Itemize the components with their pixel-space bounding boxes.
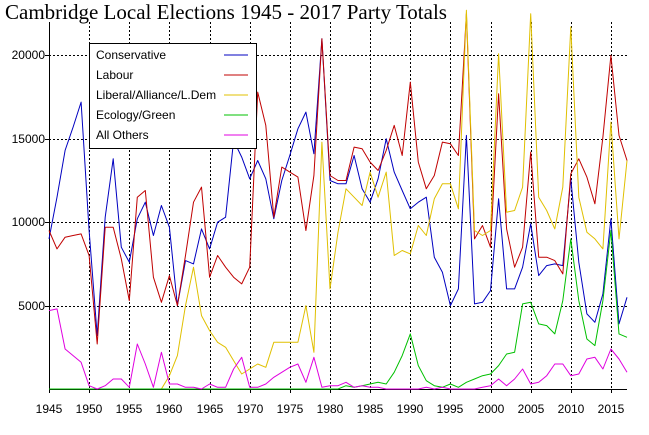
x-tick-label: 1995 [437, 402, 464, 416]
x-tick-label: 1980 [317, 402, 344, 416]
y-tick-label: 5000 [18, 299, 45, 313]
x-tick-label: 1970 [237, 402, 264, 416]
chart-title: Cambridge Local Elections 1945 - 2017 Pa… [5, 0, 447, 24]
series-line-conservative [48, 38, 628, 337]
y-tick-label: 15000 [12, 132, 46, 146]
axes: 1945 1950 1955 1960 1965 1970 1975 1980 1985 1990… [12, 22, 627, 416]
legend-label: Ecology/Green [96, 108, 175, 122]
legend-label: Labour [96, 68, 133, 82]
legend-label: Conservative [96, 48, 166, 62]
series-line-labour [48, 13, 628, 345]
x-tick-label: 2010 [558, 402, 585, 416]
x-tick-label: 1945 [36, 402, 63, 416]
x-tick-label: 1965 [197, 402, 224, 416]
x-tick-label: 2000 [478, 402, 505, 416]
series-line-liberal-alliance-l-dem [49, 9, 628, 390]
y-tick-label: 10000 [12, 215, 46, 229]
x-tick-label: 1960 [156, 402, 183, 416]
x-tick-label: 1950 [76, 402, 103, 416]
x-tick-label: 1985 [357, 402, 384, 416]
series-line-ecology-green [49, 230, 628, 390]
x-tick-label: 2015 [598, 402, 625, 416]
legend-box [89, 43, 257, 149]
series-line-all-others [48, 308, 628, 390]
legend: Conservative Labour Liberal/Alliance/L.Dem… [89, 43, 257, 149]
x-tick-label: 1955 [116, 402, 143, 416]
x-tick-label: 2005 [518, 402, 545, 416]
series-lines [48, 9, 628, 390]
legend-label: Liberal/Alliance/L.Dem [96, 88, 216, 102]
x-tick-label: 1990 [397, 402, 424, 416]
y-tick-label: 20000 [12, 48, 46, 62]
legend-label: All Others [96, 128, 149, 142]
x-tick-label: 1975 [277, 402, 304, 416]
gridlines [49, 22, 627, 389]
